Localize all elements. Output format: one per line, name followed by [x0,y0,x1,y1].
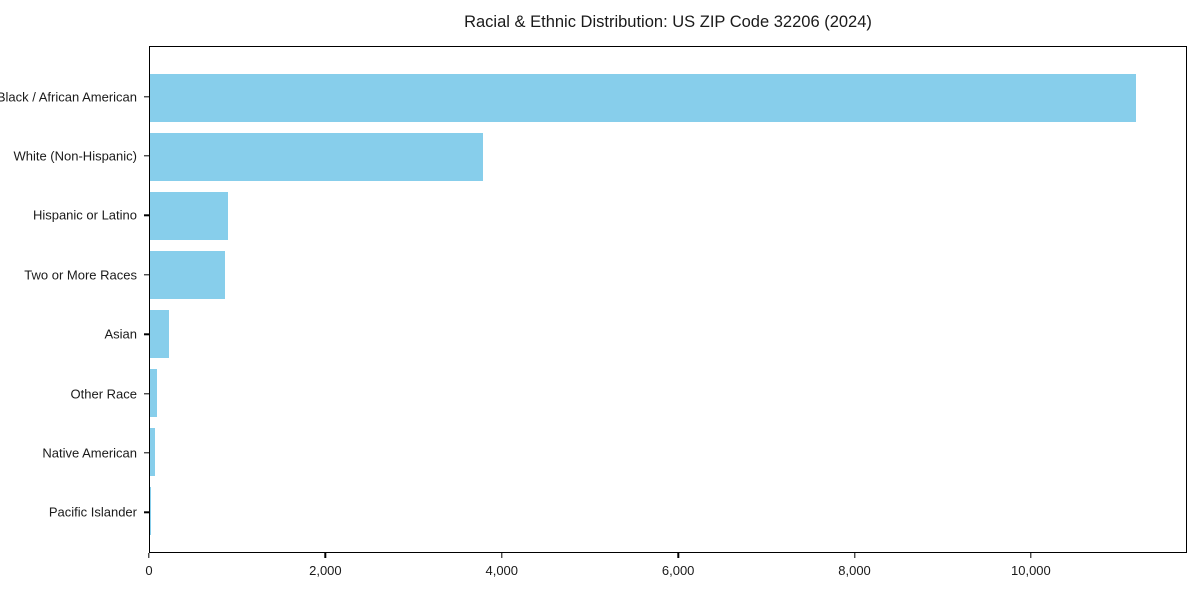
y-tick-mark [144,274,149,276]
x-tick-label: 0 [145,563,153,578]
bar-row [150,245,1186,304]
y-tick-label: White (Non-Hispanic) [13,148,137,164]
x-tick-mark [1030,553,1032,558]
y-tick-mark [144,95,149,98]
bar-row [150,482,1186,541]
y-axis: Black / African American White (Non-Hispa… [0,46,149,553]
x-tick-mark [501,553,503,558]
x-axis: 0 2,000 4,000 6,000 8,000 10,000 [145,553,1187,593]
bar-native-american [150,428,155,477]
bar-two-or-more-races [150,250,225,299]
bar-row [150,305,1186,364]
plot-area [149,46,1187,553]
y-tick-label: Black / African American [0,89,137,105]
y-tick-label: Two or More Races [24,267,137,283]
x-tick-mark [324,553,327,558]
y-tick-label: Hispanic or Latino [32,207,137,223]
x-tick-label: 4,000 [485,563,519,578]
bar-row [150,364,1186,423]
y-tick-mark [144,392,149,395]
bars-container [150,47,1186,552]
y-tick-mark [144,333,149,335]
bar-asian [150,310,169,359]
bar-row [150,127,1186,186]
x-tick-mark [853,553,856,558]
y-tick-label: Native American [42,445,137,461]
x-tick-mark [148,553,150,558]
y-tick-mark [144,511,149,514]
bar-row [150,186,1186,245]
bar-white-non-hispanic [150,132,483,181]
y-tick-label: Other Race [70,386,137,402]
y-tick-label: Asian [104,326,137,342]
chart-title: Racial & Ethnic Distribution: US ZIP Cod… [464,13,872,31]
bar-row [150,68,1186,127]
y-tick-mark [144,452,149,454]
x-tick-mark [677,553,679,558]
x-tick-label: 2,000 [309,563,342,578]
y-tick-label: Pacific Islander [48,504,137,520]
bar-row [150,423,1186,482]
bar-other-race [150,369,158,418]
y-tick-mark [144,214,149,217]
bar-black-african-american [150,73,1136,122]
x-tick-label: 6,000 [661,563,695,578]
y-tick-mark [144,155,149,157]
x-tick-label: 10,000 [1011,563,1051,578]
bar-pacific-islander [150,487,151,536]
bar-hispanic-or-latino [150,191,228,240]
x-tick-label: 8,000 [838,563,871,578]
